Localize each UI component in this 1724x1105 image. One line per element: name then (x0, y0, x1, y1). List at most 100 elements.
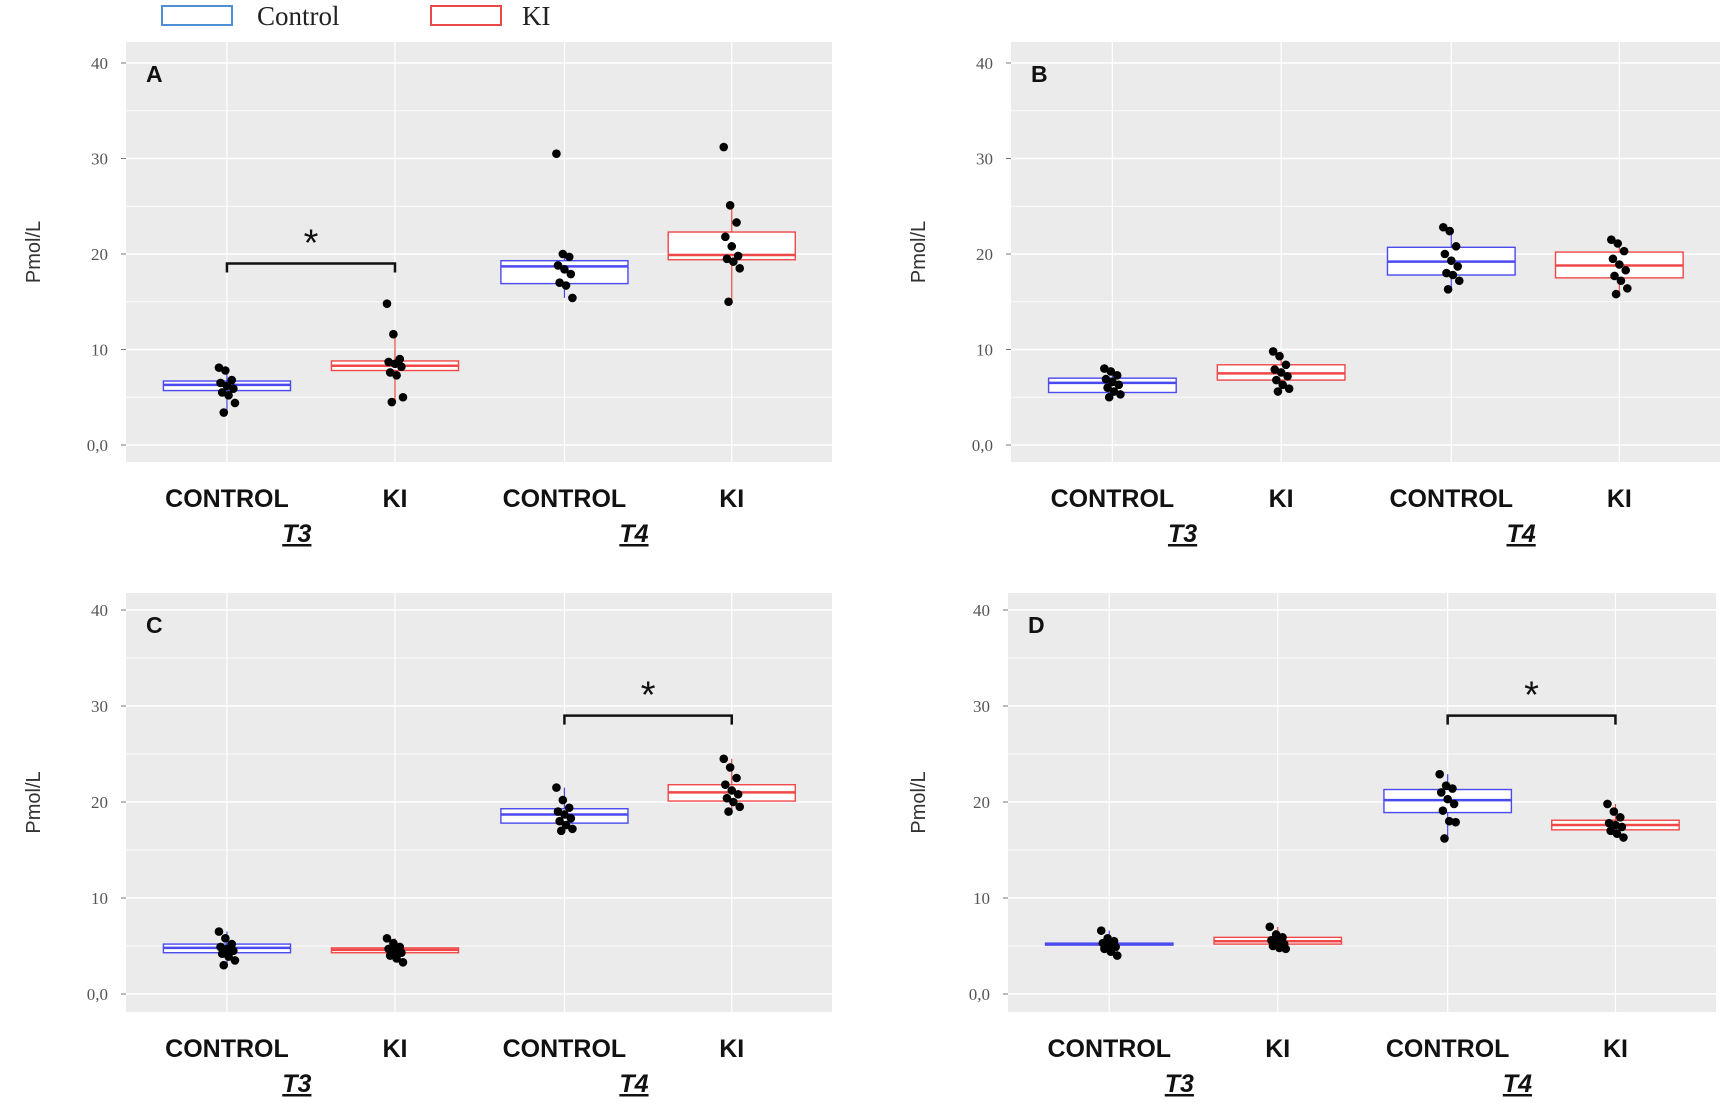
group-label: T4 (619, 1070, 648, 1098)
data-point (1621, 265, 1631, 275)
data-point (1100, 364, 1109, 373)
panel-d: 0,0 10 20 30 40 Pmol/L D CONTROL KI CONTROL KI T3 T4… (908, 593, 1716, 1098)
data-point (224, 391, 233, 400)
data-point (1272, 375, 1281, 385)
data-point (566, 269, 576, 279)
data-point (1615, 813, 1625, 822)
y-tick-label: 10 (91, 889, 108, 908)
data-point (1617, 822, 1627, 832)
data-point (1101, 374, 1111, 384)
data-point (733, 251, 743, 261)
data-point (1603, 799, 1612, 809)
data-point (1096, 926, 1106, 935)
data-point (1112, 370, 1122, 380)
legend-label-ki: KI (522, 1, 551, 31)
box-t3-ki (330, 934, 460, 967)
y-tick-label: 40 (973, 601, 990, 620)
data-point (722, 793, 732, 803)
x-tick-label: KI (1269, 485, 1294, 513)
box-t3-ki (1216, 347, 1346, 396)
data-point (1278, 380, 1288, 390)
data-point (389, 938, 398, 948)
y-tick-label: 10 (976, 341, 993, 360)
data-point (1448, 270, 1458, 280)
data-point (1445, 226, 1454, 236)
data-point (219, 408, 229, 417)
x-tick-label: CONTROL (1047, 1035, 1171, 1063)
data-point (724, 297, 733, 307)
data-point (560, 810, 569, 819)
data-point (387, 397, 397, 407)
data-point (1615, 260, 1624, 269)
y-tick-label: 20 (973, 793, 990, 812)
data-point (1612, 829, 1622, 838)
data-point (1443, 794, 1452, 804)
significance-star: * (1524, 675, 1539, 717)
data-point (230, 398, 240, 408)
y-tick-label: 0,0 (87, 985, 108, 1004)
data-point (568, 824, 577, 834)
y-tick-label: 30 (976, 150, 993, 169)
data-point (1609, 807, 1619, 816)
data-point (735, 264, 745, 273)
data-point (385, 951, 395, 960)
legend-swatch-control (161, 5, 233, 26)
data-point (1268, 347, 1278, 356)
significance-bracket (1446, 714, 1617, 725)
data-point (397, 948, 406, 958)
data-point (1276, 368, 1286, 377)
data-point (727, 242, 737, 251)
x-tick-label: KI (1603, 1035, 1628, 1063)
data-point (552, 149, 561, 159)
data-point (1451, 242, 1461, 251)
data-point (564, 803, 574, 813)
y-axis-label: Pmol/L (908, 771, 930, 833)
data-point (382, 934, 392, 943)
box-t3-control (162, 927, 292, 970)
data-point (1265, 922, 1275, 932)
data-point (1112, 951, 1122, 960)
data-point (219, 960, 229, 970)
box-t3-control (1044, 926, 1174, 960)
data-point (1448, 784, 1457, 793)
y-tick-label: 40 (976, 54, 993, 73)
data-point (214, 363, 224, 372)
data-point (1449, 799, 1459, 809)
box-t4-control (500, 783, 629, 836)
data-point (721, 780, 730, 790)
legend: Control KI (161, 1, 551, 31)
y-tick-label: 0,0 (972, 436, 993, 455)
data-point (568, 293, 577, 303)
group-label: T3 (1168, 520, 1197, 548)
box-t4-ki (1554, 235, 1684, 299)
data-point (561, 820, 571, 830)
y-tick-label: 30 (91, 150, 108, 169)
significance-bracket (563, 714, 733, 725)
data-point (732, 773, 741, 783)
data-point (392, 370, 401, 380)
data-point (1114, 380, 1124, 390)
data-point (224, 952, 233, 961)
panel-label: B (1031, 61, 1048, 87)
group-label: T3 (282, 520, 311, 548)
x-tick-label: KI (382, 485, 407, 513)
data-point (1444, 816, 1454, 826)
data-point (227, 375, 237, 385)
box-t4-control (1386, 222, 1516, 294)
data-point (1281, 360, 1291, 370)
y-tick-label: 0,0 (969, 985, 990, 1004)
group-label: T4 (1507, 520, 1536, 548)
data-point (1438, 806, 1448, 815)
data-point (1109, 387, 1119, 396)
data-point (229, 946, 238, 956)
group-label: T4 (1503, 1070, 1532, 1098)
data-point (1104, 392, 1114, 402)
x-tick-label: KI (719, 485, 744, 513)
data-point (1608, 254, 1618, 264)
y-axis-label: Pmol/L (908, 221, 930, 283)
box-t4-ki (667, 754, 796, 816)
data-point (722, 254, 732, 264)
data-point (1446, 256, 1456, 265)
x-tick-label: CONTROL (1389, 485, 1513, 513)
data-point (556, 826, 566, 836)
